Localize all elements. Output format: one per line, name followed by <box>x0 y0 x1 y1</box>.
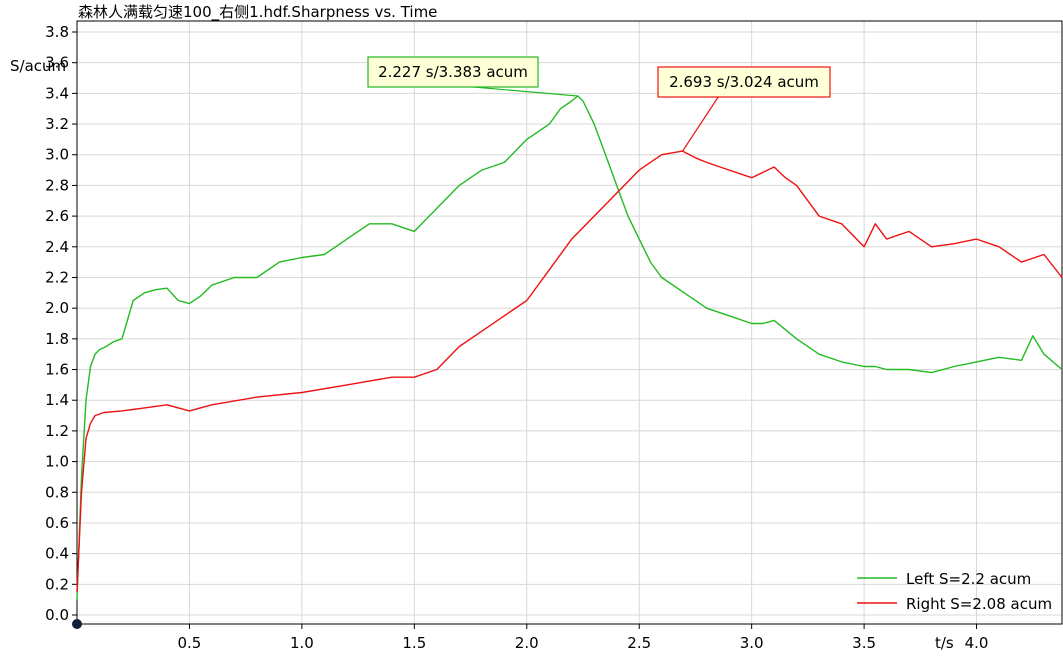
y-tick-label: 1.4 <box>45 391 69 409</box>
annotation-box <box>367 56 539 88</box>
y-tick-label: 3.2 <box>45 115 69 133</box>
annotation-leader <box>682 96 719 152</box>
x-tick-label: 3.0 <box>740 634 764 652</box>
origin-marker <box>72 619 82 629</box>
y-tick-label: 1.8 <box>45 330 69 348</box>
x-axis-label: t/s <box>935 634 954 652</box>
y-tick-label: 3.0 <box>45 146 69 164</box>
annotation-box <box>657 66 831 98</box>
annotations: 2.227 s/3.383 acum 2.693 s/3.024 acum <box>367 56 831 152</box>
y-tick-label: 2.4 <box>45 238 69 256</box>
x-tick-label: 3.5 <box>852 634 876 652</box>
x-tick-label: 0.5 <box>178 634 202 652</box>
annotation-label: 2.227 s/3.383 acum <box>378 63 528 81</box>
grid <box>77 21 1062 624</box>
x-tick-label: 2.0 <box>515 634 539 652</box>
y-tick-label: 0.0 <box>45 606 69 624</box>
y-tick-label: 2.2 <box>45 268 69 286</box>
x-tick-label: 4.0 <box>965 634 989 652</box>
y-tick-label: 3.6 <box>45 54 69 72</box>
y-tick-label: 0.6 <box>45 514 69 532</box>
y-tick-label: 0.2 <box>45 575 69 593</box>
axis-ticks: 0.0 0.2 0.4 0.6 0.8 1.0 1.2 1.4 1.6 1.8 2.0 2.2 2.4 2… <box>45 23 988 652</box>
y-tick-label: 0.4 <box>45 545 69 563</box>
x-tick-label: 1.0 <box>290 634 314 652</box>
legend-entry: Left S=2.2 acum <box>906 570 1031 588</box>
y-tick-label: 1.0 <box>45 453 69 471</box>
y-tick-label: 0.8 <box>45 483 69 501</box>
y-tick-label: 2.8 <box>45 176 69 194</box>
plot-frame <box>76 20 1063 625</box>
y-tick-label: 2.0 <box>45 299 69 317</box>
x-tick-label: 1.5 <box>402 634 426 652</box>
x-tick-label: 2.5 <box>627 634 651 652</box>
annotation-leader <box>473 86 578 97</box>
y-tick-label: 1.6 <box>45 361 69 379</box>
series-group <box>76 95 1063 600</box>
chart-title: 森林人满载匀速100_右侧1.hdf.Sharpness vs. Time <box>78 3 437 22</box>
y-tick-label: 2.6 <box>45 207 69 225</box>
annotation-label: 2.693 s/3.024 acum <box>669 73 819 91</box>
y-axis-label: S/acum <box>10 57 66 75</box>
y-tick-label: 1.2 <box>45 422 69 440</box>
y-tick-label: 3.4 <box>45 84 69 102</box>
series-line-left <box>76 95 1063 600</box>
legend: Left S=2.2 acum Right S=2.08 acum <box>857 570 1052 613</box>
y-tick-label: 3.8 <box>45 23 69 41</box>
series-line-right <box>76 150 1063 593</box>
legend-entry: Right S=2.08 acum <box>906 595 1052 613</box>
